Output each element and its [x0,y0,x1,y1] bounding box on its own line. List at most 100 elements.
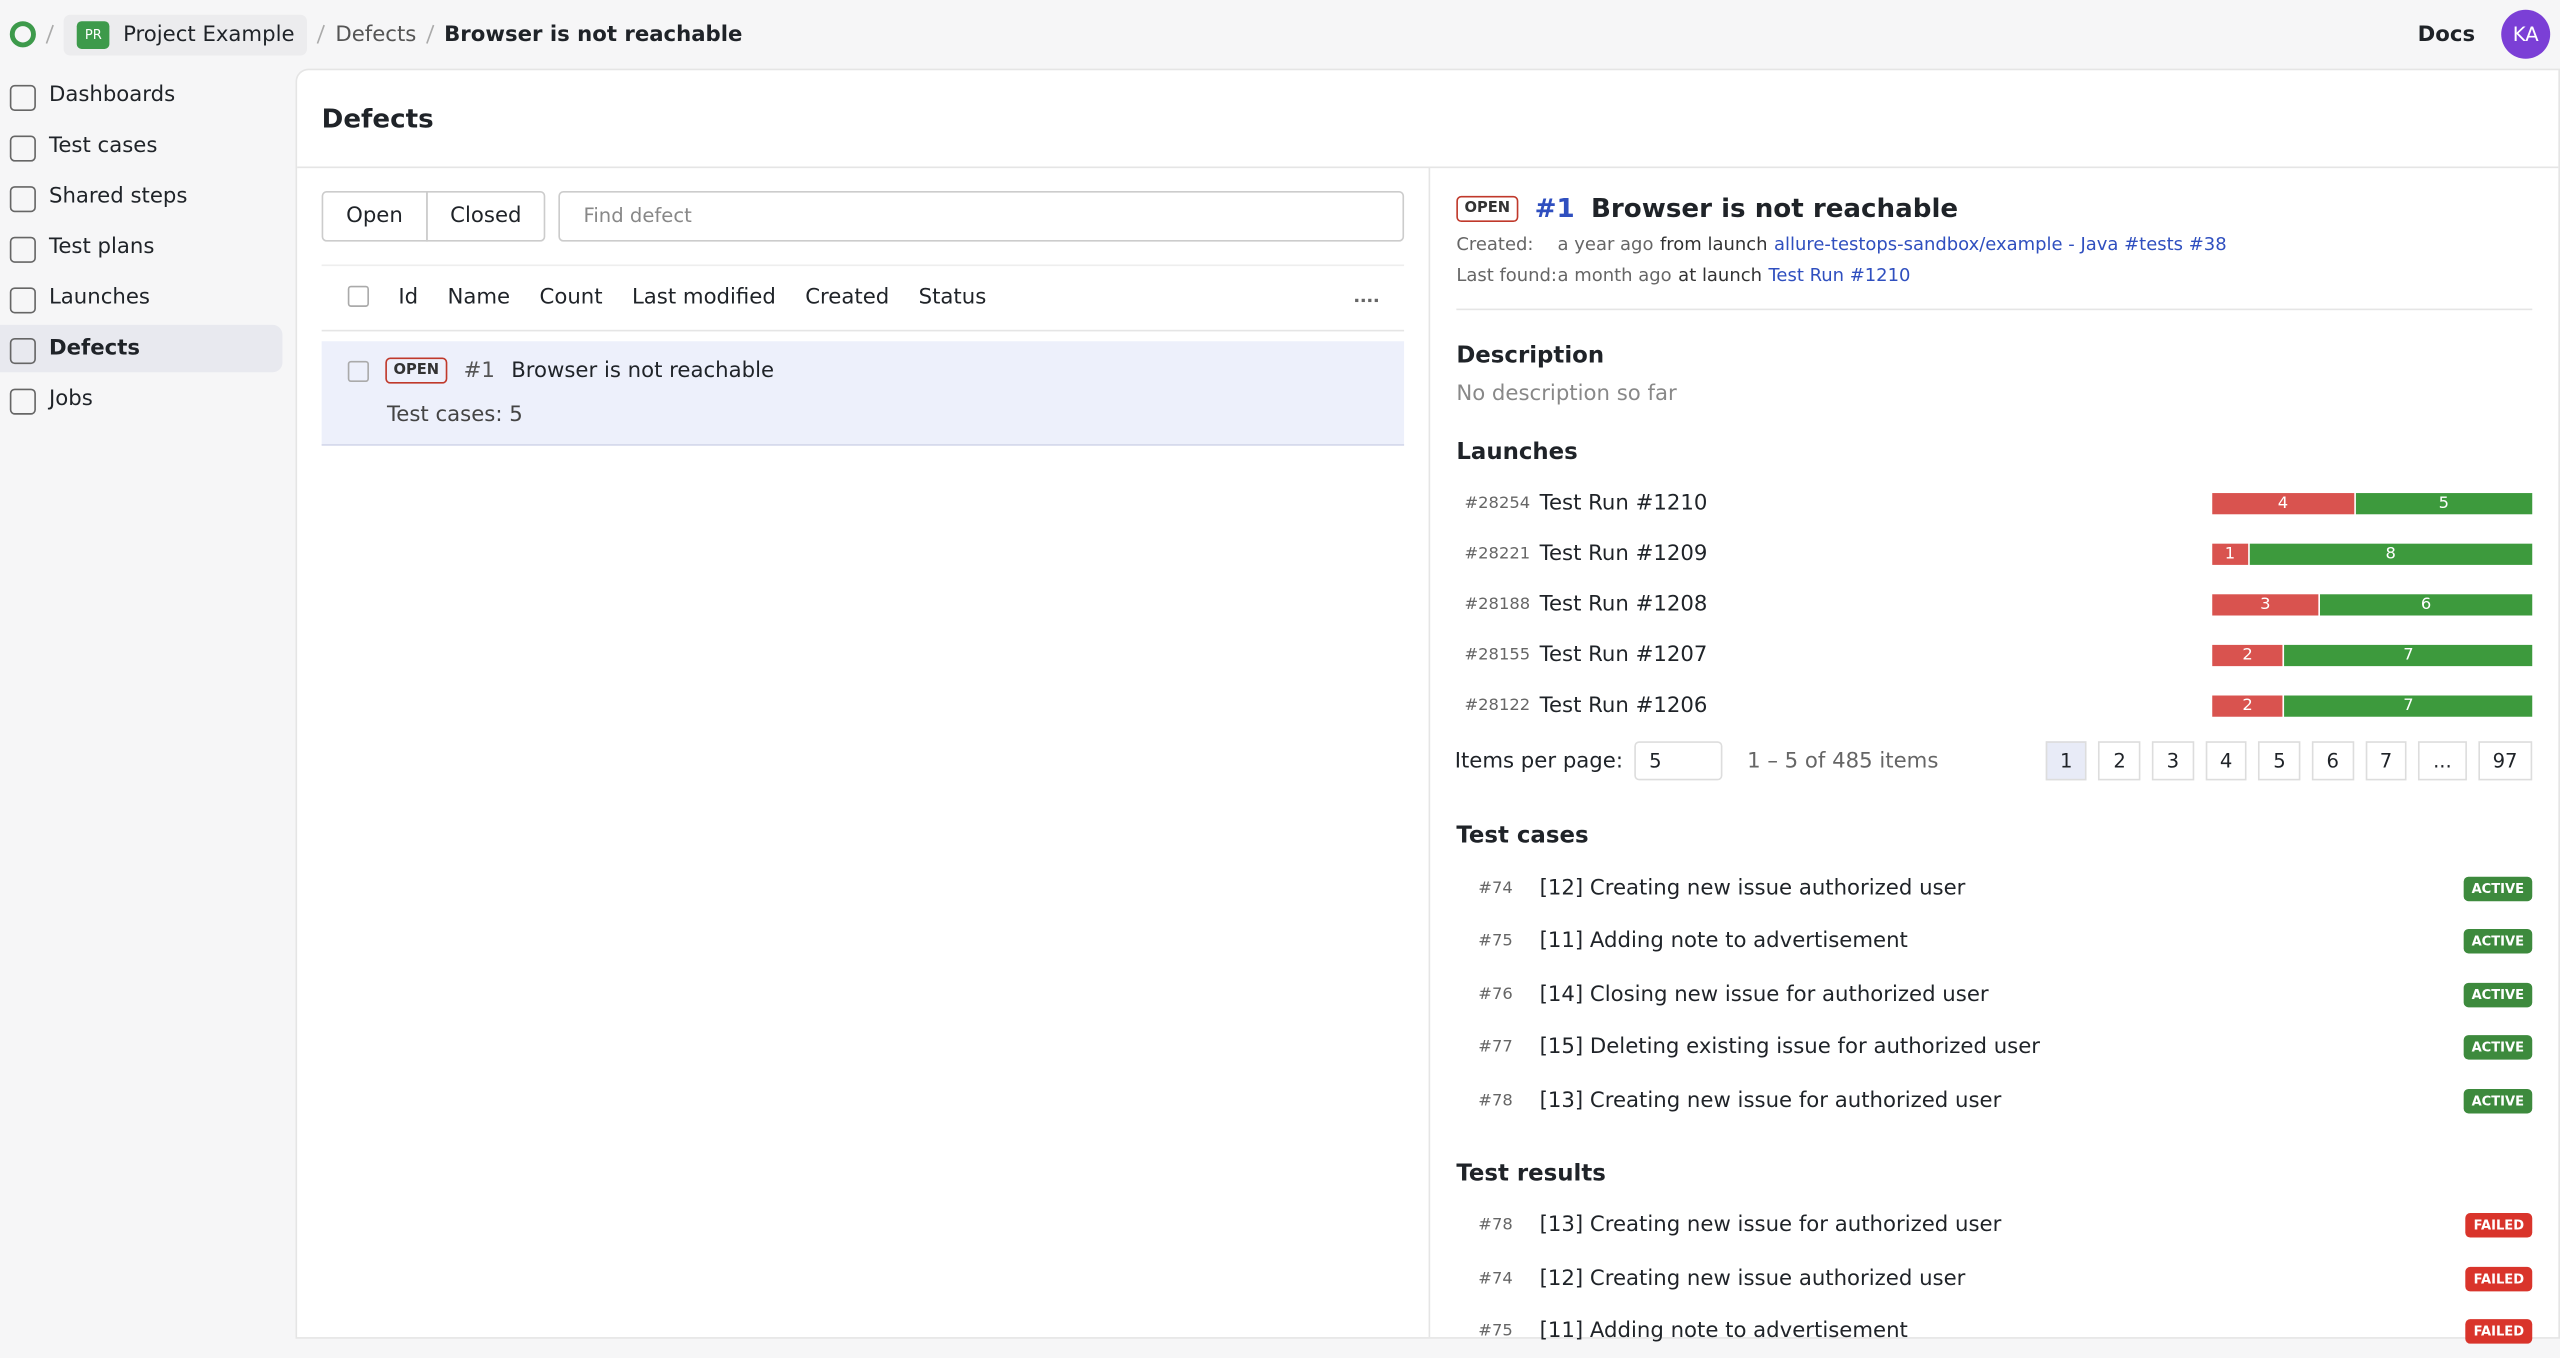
defect-id: #1 [1534,192,1575,224]
page-button[interactable]: ... [2418,741,2467,781]
page-button[interactable]: 97 [2477,741,2533,781]
column-header[interactable]: Id [398,285,419,311]
case-id: #78 [1478,1216,1513,1235]
nav-item[interactable]: Shared steps [0,173,282,220]
launch-name[interactable]: Test Run #1208 [1539,592,1708,618]
case-name[interactable]: [14] Closing new issue for authorized us… [1539,982,1989,1007]
case-row: #78 [13] Creating new issue for authorize… [1456,1199,2533,1252]
case-id: #76 [1478,985,1513,1004]
page-button[interactable]: 3 [2151,741,2194,781]
page-button[interactable]: 6 [2311,741,2354,781]
launch-row: #28221 Test Run #1209 1 8 [1456,529,2533,580]
checkbox[interactable] [347,359,369,382]
case-name[interactable]: [11] Adding note to advertisement [1539,1319,1908,1345]
separator [45,24,54,44]
t: at launch [1678,264,1762,286]
nav-item[interactable]: Launches [0,274,282,321]
launch-name[interactable]: Test Run #1209 [1539,542,1708,567]
launch-name[interactable]: Test Run #1207 [1539,643,1708,668]
case-row: #74 [12] Creating new issue authorized us… [1456,1252,2533,1305]
case-row: #77 [15] Deleting existing issue for auth… [1456,1021,2533,1074]
launch-id: #28122 [1464,697,1531,716]
project-link[interactable]: PR Project Example [63,13,308,55]
created: Created: a year ago from launch allure-test… [1456,233,2532,254]
separator [317,24,326,44]
passed-segment: 7 [2284,695,2533,717]
page-button[interactable]: 2 [2098,741,2141,781]
case-row: #76 [14] Closing new issue for authorized… [1456,968,2533,1021]
status-pill: ACTIVE [2463,1035,2533,1060]
launch-name[interactable]: Test Run #1206 [1539,693,1708,719]
passed-segment: 8 [2249,543,2533,565]
column-header[interactable]: Created [805,285,890,311]
case-id: #74 [1478,879,1513,898]
case-row: #75 [11] Adding note to advertisement FAIL… [1456,1305,2533,1358]
label: Items per page: [1454,748,1623,774]
status-pill: ACTIVE [2463,1088,2533,1114]
nav-item[interactable]: Dashboards [0,72,282,119]
defect-row[interactable]: OPEN #1 Browser is not reachable Test cases… [321,341,1405,446]
more-menu[interactable] [1355,298,1378,310]
page-button[interactable]: 7 [2365,741,2407,781]
failed-segment: 4 [2212,493,2354,515]
page-button[interactable]: 4 [2205,741,2248,781]
checkbox[interactable] [347,285,369,307]
case-name[interactable]: [11] Adding note to advertisement [1539,929,1908,954]
logo[interactable] [9,21,36,48]
page-button[interactable]: 5 [2258,741,2301,781]
defect-id: #1 [463,358,495,383]
search-input[interactable]: Find defect [559,191,1405,242]
defect-detail: OPEN #1 Browser is not reachable Created: a … [1428,166,2559,1345]
failed-segment: 2 [2212,695,2283,717]
row-main: OPEN #1 Browser is not reachable [347,357,1378,384]
nav-item[interactable]: Defects [0,324,283,373]
launch-link[interactable]: Test Run #1210 [1768,264,1911,286]
launch-row: #28155 Test Run #1207 2 7 [1456,630,2533,681]
case-name[interactable]: [12] Creating new issue authorized user [1539,876,1966,901]
status-pill: ACTIVE [2463,982,2533,1007]
defect-title: Browser is not reachable [1590,192,1959,224]
status-pill: ACTIVE [2463,876,2533,901]
nav-item[interactable]: Jobs [0,376,282,423]
launch-row: #28188 Test Run #1208 3 6 [1456,580,2533,631]
page-button[interactable]: 1 [2045,741,2088,781]
avatar[interactable]: KA [2501,9,2551,59]
section-heading: Description [1456,342,1605,369]
divider [1456,308,2533,311]
case-name[interactable]: [13] Creating new issue for authorized u… [1539,1088,2002,1114]
launch-row: #28254 Test Run #1210 4 5 [1456,478,2533,529]
nav-item[interactable]: Test plans [0,224,282,271]
column-header[interactable]: Count [539,285,603,311]
launch-id: #28188 [1464,595,1531,614]
column-header[interactable]: Status [918,285,987,311]
case-name[interactable]: [15] Deleting existing issue for authori… [1539,1035,2040,1060]
case-name[interactable]: [12] Creating new issue authorized user [1539,1266,1966,1292]
failed-segment: 2 [2212,644,2283,667]
column-header[interactable]: Last modified [631,285,776,311]
case-name[interactable]: [13] Creating new issue for authorized u… [1539,1213,2002,1238]
launch-name[interactable]: Test Run #1210 [1539,491,1708,516]
separator [426,24,435,44]
label: Last found: [1456,264,1557,286]
defect-name[interactable]: Browser is not reachable [511,358,775,383]
section-heading: Test cases [1456,822,1589,849]
case-id: #75 [1478,1322,1513,1341]
status-badge: OPEN [1456,195,1519,222]
breadcrumb-link[interactable]: Defects [335,22,417,47]
t: from launch [1659,233,1768,255]
nav-item[interactable]: Test cases [0,122,282,169]
description: No description so far [1456,382,1677,407]
per-page-select[interactable]: 5 [1634,741,1723,781]
docs-link[interactable]: Docs [2417,22,2476,47]
breadcrumb-current: Browser is not reachable [444,22,743,47]
test-count: Test cases: 5 [386,403,523,428]
launch-link[interactable]: allure-testops-sandbox/example - Java #t… [1774,233,2227,255]
tab[interactable]: Open [321,191,428,242]
project-badge: PR [76,20,111,49]
tab[interactable]: Closed [425,191,546,242]
column-header[interactable]: Name [447,285,511,311]
